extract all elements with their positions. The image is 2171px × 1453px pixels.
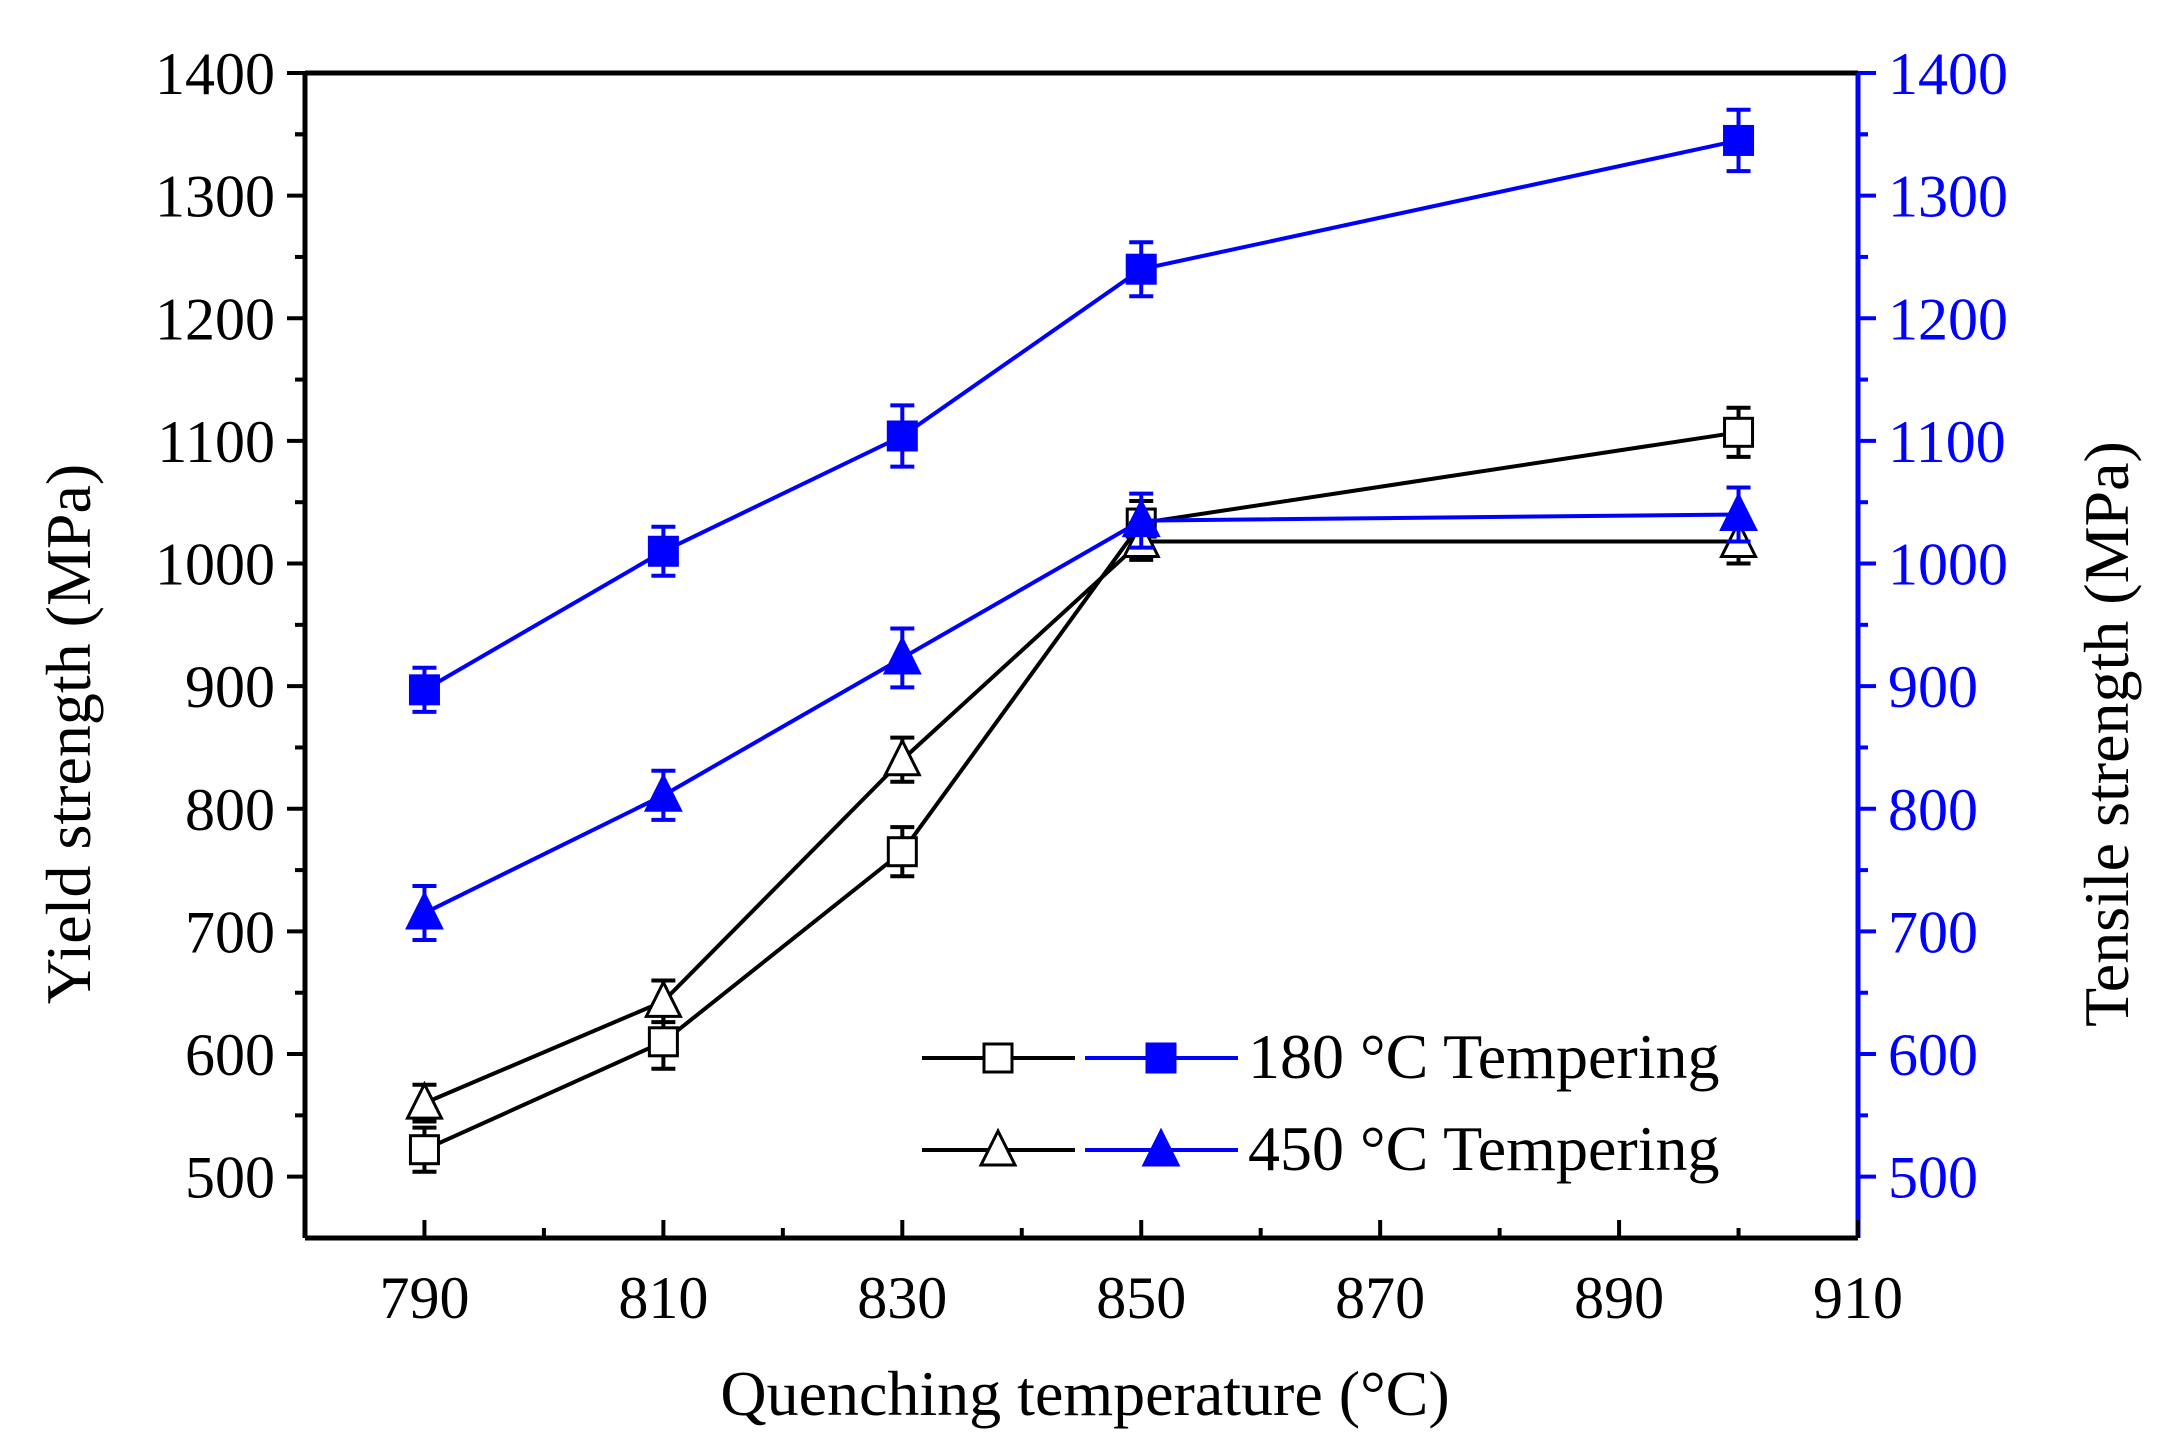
x-tick-label: 850 <box>1096 1265 1186 1331</box>
data-point <box>1719 492 1758 531</box>
x-tick-label: 890 <box>1574 1265 1664 1331</box>
y-tick-label-right: 600 <box>1888 1022 1978 1088</box>
data-point <box>882 737 922 777</box>
y-tick-label-left: 500 <box>185 1145 275 1211</box>
y-tick-label-right: 700 <box>1888 899 1978 965</box>
data-point <box>882 635 922 675</box>
data-point <box>647 535 679 567</box>
legend-marker-tensile <box>1141 1127 1181 1167</box>
y-tick-label-left: 900 <box>185 654 275 720</box>
y-tick-label-right: 800 <box>1888 777 1978 843</box>
data-point <box>405 890 444 930</box>
series-layer <box>405 107 1758 1174</box>
data-point <box>647 1026 679 1058</box>
y-tick-label-right: 900 <box>1888 654 1978 720</box>
y-tick-label-left: 600 <box>185 1022 275 1088</box>
y-tick-label-left: 1100 <box>157 409 275 475</box>
series-2 <box>408 107 1755 714</box>
data-point <box>408 674 440 706</box>
x-tick-label: 810 <box>618 1265 708 1331</box>
series-line <box>423 539 1739 1105</box>
y-tick-label-right: 1300 <box>1888 164 2008 230</box>
legend-marker-yield <box>982 1042 1014 1074</box>
y-axis-label-right: Tensile strength (MPa) <box>2071 441 2142 1027</box>
y-tick-label-right: 1000 <box>1888 532 2008 598</box>
y-tick-label-left: 1400 <box>155 41 275 107</box>
legend-marker-tensile <box>1145 1042 1177 1074</box>
legend-label-450: 450 °C Tempering <box>1248 1113 1719 1184</box>
data-point <box>405 1080 444 1120</box>
x-tick-label: 910 <box>1813 1265 1903 1331</box>
x-tick-label: 830 <box>857 1265 947 1331</box>
data-point <box>643 772 683 812</box>
series-1 <box>405 517 1758 1124</box>
y-tick-label-left: 700 <box>185 899 275 965</box>
data-point <box>1723 416 1755 448</box>
y-tick-label-right: 1400 <box>1888 41 2008 107</box>
data-point <box>886 420 918 452</box>
data-point <box>1723 124 1755 156</box>
legend-marker-yield <box>978 1127 1018 1167</box>
y-axis-label-left: Yield strength (MPa) <box>33 464 104 1004</box>
legend-label-180: 180 °C Tempering <box>1248 1021 1719 1092</box>
y-tick-label-left: 1000 <box>155 532 275 598</box>
data-point <box>886 836 918 868</box>
y-tick-label-right: 1100 <box>1888 409 2006 475</box>
legend: 180 °C Tempering 450 °C Tempering <box>922 1021 1719 1184</box>
data-point <box>1121 498 1161 538</box>
y-tick-label-left: 1200 <box>155 286 275 352</box>
y-tick-label-right: 1200 <box>1888 286 2008 352</box>
data-point <box>408 1134 440 1166</box>
data-point <box>643 978 683 1018</box>
x-tick-label: 870 <box>1335 1265 1425 1331</box>
y-tick-label-right: 500 <box>1888 1145 1978 1211</box>
series-3 <box>405 485 1758 943</box>
axes: 790 810 830 850 870 890 910 500 500 600 600 700 700 8… <box>155 41 2008 1331</box>
x-axis-label: Quenching temperature (°C) <box>720 1358 1449 1429</box>
y-tick-label-left: 1300 <box>155 164 275 230</box>
x-tick-label: 790 <box>379 1265 469 1331</box>
data-point <box>1125 253 1157 285</box>
y-tick-label-left: 800 <box>185 777 275 843</box>
